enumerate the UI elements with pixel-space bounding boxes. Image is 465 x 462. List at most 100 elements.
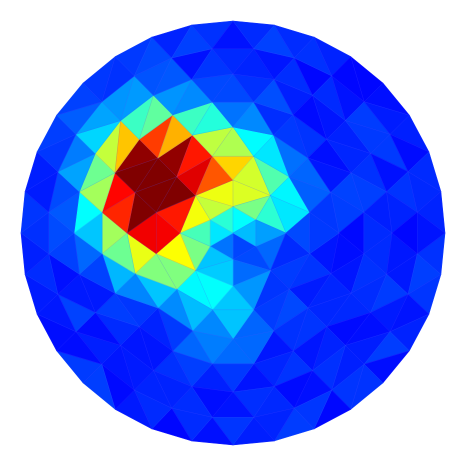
mesh-edge [48,191,80,234]
mesh-edge [253,134,290,178]
mesh-edge [253,330,294,365]
mesh-edge [20,191,50,234]
mesh-edge [171,48,213,80]
mesh-edge [416,232,446,275]
mesh-triangle [309,212,340,254]
mesh-edge [232,206,257,234]
mesh-edge [152,57,193,96]
mesh-edge [270,232,311,271]
mesh-edge [155,232,196,271]
mesh-edge [75,101,122,135]
mesh-edge [293,389,333,430]
mesh-edge [253,350,294,388]
mesh-edge [211,285,255,311]
mesh-edge [171,386,213,418]
mesh-edge [326,312,372,346]
mesh-edge [120,94,154,140]
mesh-edge [370,293,409,333]
mesh-edge [155,195,196,234]
mesh-edge [273,370,314,409]
mesh-edge [363,232,393,275]
mesh-edge [232,101,275,136]
mesh-edge [363,82,411,116]
mesh-edge [75,331,122,365]
mesh-edge [126,191,157,234]
mesh-edge [191,330,234,365]
mesh-edge [350,153,388,193]
mesh-edge [253,407,295,442]
mesh-edge [56,331,103,365]
mesh-edge [191,20,234,50]
mesh-edge [288,273,332,309]
mesh-edge [211,363,255,393]
mesh-edge [176,288,213,332]
mesh-edge [344,331,391,365]
mesh-edge [232,232,257,260]
mesh-edge [48,171,80,213]
mesh-edge [312,344,346,391]
mesh-edge [232,270,271,311]
mesh-edge [138,326,174,372]
mesh-edge [78,153,116,193]
mesh-edge [57,152,96,193]
mesh-edge [78,253,116,294]
mesh-edge [350,273,388,313]
mesh-edge [232,259,272,287]
mesh-edge [20,232,50,275]
mesh-edge [211,126,255,157]
mesh-edge [194,259,234,287]
mesh-edge [179,194,211,234]
mesh-edge [211,309,255,340]
mesh-edge [273,288,309,332]
mesh-edge [73,232,103,275]
mesh-edge [370,273,409,314]
mesh-edge [273,24,315,59]
mesh-edge [172,350,213,388]
mesh-edge [370,133,409,173]
mesh-edge [134,176,178,213]
mesh-edge [191,73,234,103]
mesh-edge [120,75,154,122]
mesh-edge [232,126,275,157]
mesh-edge [273,307,309,352]
mesh-edge [191,416,234,446]
mesh-edge [253,288,290,332]
mesh-edge [253,386,295,418]
mesh-edge [151,407,193,442]
mesh-edge [194,195,234,221]
mesh-edge [191,48,234,80]
mesh-edge [331,56,365,103]
mesh-edge [211,48,255,75]
mesh-edge [331,75,365,122]
mesh-edge [209,219,234,247]
mesh-edge [232,73,275,103]
mesh-edge [101,232,136,275]
mesh-edge [176,155,213,196]
mesh-edge [330,253,365,294]
mesh-edge [350,172,388,213]
mesh-edge [344,312,391,346]
mesh-edge [48,232,80,275]
mesh-edge [307,138,352,174]
mesh-edge [363,350,411,384]
mesh-edge [293,57,333,96]
mesh-edge [288,253,332,290]
mesh-edge [255,219,287,247]
mesh-edge [389,313,430,352]
mesh-edge [350,55,384,103]
mesh-edge [253,78,294,116]
mesh-edge [211,155,255,181]
mesh-edge [389,293,430,333]
mesh-edge [312,75,346,122]
mesh-edge [133,370,173,409]
mesh-edge [126,211,157,255]
mesh-edge [330,191,365,234]
mesh-edge [209,232,234,260]
mesh-edge [417,211,446,255]
mesh-edge [138,114,174,159]
mesh-edge [20,211,49,255]
mesh-edge [194,245,234,271]
mesh-edge [292,94,328,140]
mesh-edge [157,288,193,332]
